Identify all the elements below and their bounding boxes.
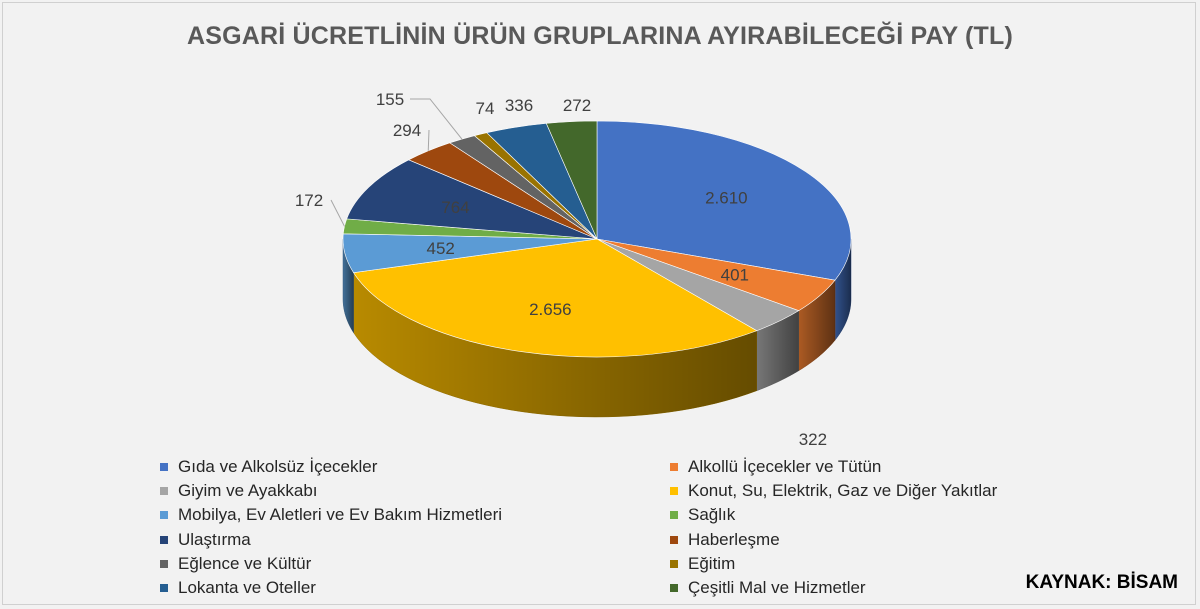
leader-line-eglence-ve-kultur — [410, 98, 463, 140]
legend-label: Ulaştırma — [178, 529, 251, 549]
legend-item-giyim-ve-ayakkabi: Giyim ve Ayakkabı — [160, 480, 670, 502]
data-label-eglence-ve-kultur: 155 — [376, 90, 404, 109]
legend-swatch — [160, 463, 168, 472]
pie-slice-cesitli-mal-ve-hizmetler — [545, 120, 598, 240]
legend-label: Eğitim — [688, 553, 736, 573]
data-label-alkollu-i-cecekler-ve-tutun: 401 — [721, 265, 749, 284]
legend-label: Haberleşme — [688, 529, 780, 549]
data-label-konut-su-elektrik-gaz-ve-diger-yakitlar: 2.656 — [529, 300, 572, 319]
data-label-lokanta-ve-oteller: 336 — [505, 96, 533, 115]
legend-swatch — [160, 511, 168, 520]
data-label-haberlesme: 294 — [393, 121, 421, 140]
pie-side-shade-giyim-ve-ayakkabi — [756, 310, 799, 391]
legend-swatch — [670, 535, 678, 544]
legend-item-eglence-ve-kultur: Eğlence ve Kültür — [160, 553, 670, 575]
legend-item-cesitli-mal-ve-hizmetler: Çeşitli Mal ve Hizmetler — [670, 577, 1060, 599]
legend-item-ulastirma: Ulaştırma — [160, 529, 670, 551]
legend-label: Giyim ve Ayakkabı — [178, 481, 318, 501]
legend-item-haberlesme: Haberleşme — [670, 529, 1060, 551]
legend-item-konut-su-elektrik-gaz-ve-diger-yakitlar: Konut, Su, Elektrik, Gaz ve Diğer Yakıtl… — [670, 480, 1060, 502]
legend-swatch — [160, 559, 168, 568]
data-label-giyim-ve-ayakkabi: 322 — [799, 430, 827, 449]
pie-slice-konut-su-elektrik-gaz-ve-diger-yakitlar — [353, 238, 758, 358]
legend-item-egitim: Eğitim — [670, 553, 1060, 575]
legend-label: Konut, Su, Elektrik, Gaz ve Diğer Yakıtl… — [688, 481, 998, 501]
legend-label: Sağlık — [688, 505, 736, 525]
chart-title: ASGARİ ÜCRETLİNİN ÜRÜN GRUPLARINA AYIRAB… — [186, 22, 1014, 50]
data-label-ulastirma: 764 — [441, 198, 469, 217]
leader-line-saglik — [330, 199, 345, 227]
pie-side-shade-alkollu-i-cecekler-ve-tutun — [798, 280, 836, 371]
legend-swatch — [670, 584, 678, 593]
legend-swatch — [670, 487, 678, 496]
pie-side-shade-mobilya-ev-aletleri-ve-ev-bakim-hizmetleri — [343, 239, 354, 333]
legend-label: Eğlence ve Kültür — [178, 553, 312, 573]
pie-side-shade-konut-su-elektrik-gaz-ve-diger-yakitlar — [353, 272, 757, 417]
legend-swatch — [670, 463, 678, 472]
legend: Gıda ve Alkolsüz İçecekler Alkollü İçecek… — [160, 456, 1060, 599]
data-label-mobilya-ev-aletleri-ve-ev-bakim-hizmetleri: 452 — [427, 239, 455, 258]
legend-item-alkollu-i-cecekler-ve-tutun: Alkollü İçecekler ve Tütün — [670, 456, 1060, 478]
legend-item-lokanta-ve-oteller: Lokanta ve Oteller — [160, 577, 670, 599]
legend-item-mobilya-ev-aletleri-ve-ev-bakim-hizmetleri: Mobilya, Ev Aletleri ve Ev Bakım Hizmetl… — [160, 504, 670, 526]
data-label-cesitli-mal-ve-hizmetler: 272 — [563, 96, 591, 115]
legend-swatch — [160, 535, 168, 544]
legend-swatch — [670, 559, 678, 568]
leader-line-haberlesme — [427, 129, 430, 151]
data-label-saglik: 172 — [295, 191, 323, 210]
pie-slice-gida-ve-alkolsuz-i-cecekler — [596, 120, 852, 281]
data-label-egitim: 74 — [476, 99, 495, 118]
legend-swatch — [670, 511, 678, 520]
legend-label: Gıda ve Alkolsüz İçecekler — [178, 457, 378, 477]
legend-swatch — [160, 584, 168, 593]
pie-side-shade-gida-ve-alkolsuz-i-cecekler — [835, 239, 851, 341]
legend-label: Lokanta ve Oteller — [178, 578, 316, 598]
legend-swatch — [160, 487, 168, 496]
data-label-gida-ve-alkolsuz-i-cecekler: 2.610 — [705, 188, 748, 207]
legend-label: Alkollü İçecekler ve Tütün — [688, 457, 882, 477]
legend-label: Çeşitli Mal ve Hizmetler — [688, 578, 866, 598]
legend-item-gida-ve-alkolsuz-i-cecekler: Gıda ve Alkolsüz İçecekler — [160, 456, 670, 478]
legend-item-saglik: Sağlık — [670, 504, 1060, 526]
legend-label: Mobilya, Ev Aletleri ve Ev Bakım Hizmetl… — [178, 505, 503, 525]
source-note: KAYNAK: BİSAM — [1025, 572, 1178, 593]
pie-slice-ulastirma — [346, 159, 598, 240]
